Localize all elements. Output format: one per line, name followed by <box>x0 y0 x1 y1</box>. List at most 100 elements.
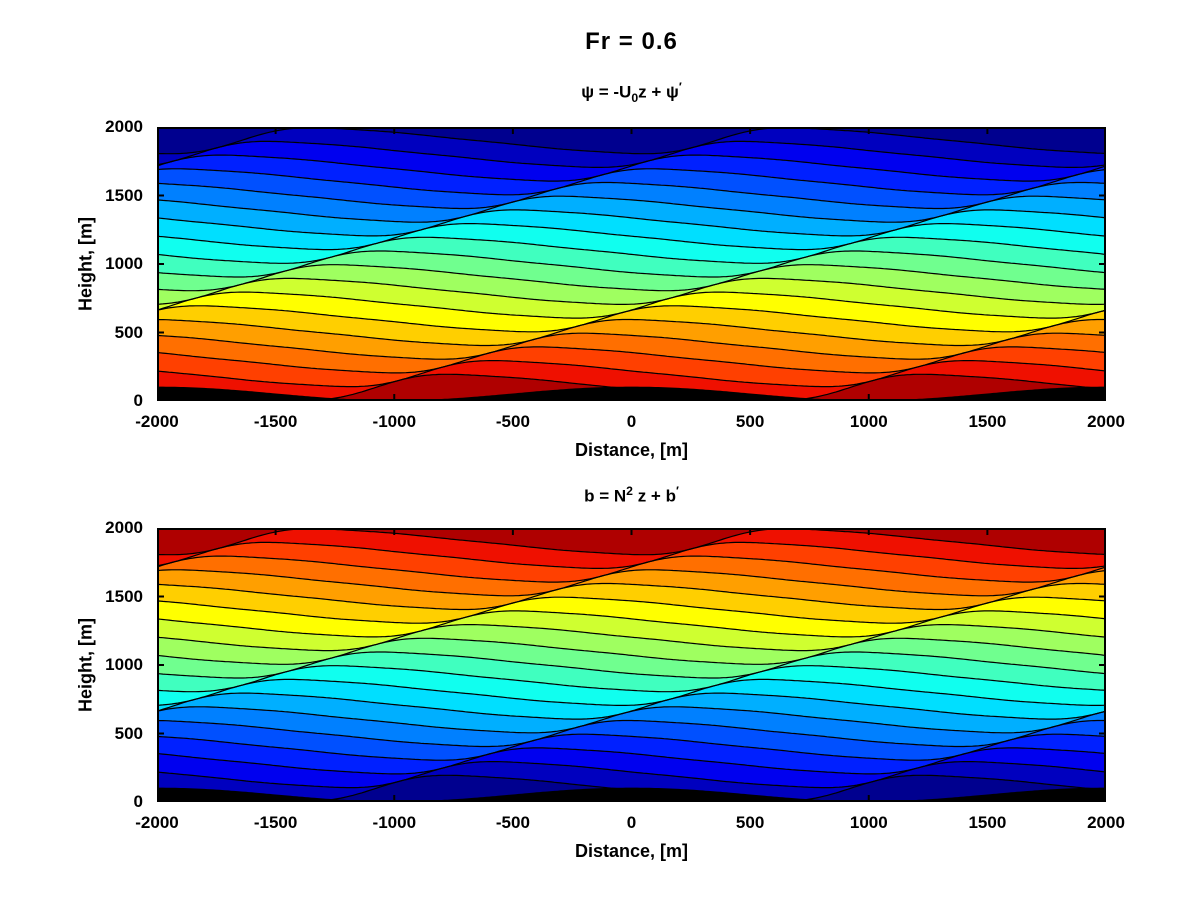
contour-band <box>157 346 1106 387</box>
contour-line <box>157 665 1106 693</box>
contour-line <box>157 332 1106 360</box>
x-tick-label: -2000 <box>135 813 179 832</box>
psi-title-mid: z + ψ <box>638 82 679 102</box>
contour-line <box>157 305 1106 333</box>
contour-line <box>157 318 1106 347</box>
contour-line <box>157 181 1106 210</box>
x-tick-label: 2000 <box>1087 412 1125 431</box>
contour-band <box>157 638 1106 678</box>
contour-line <box>157 747 1106 775</box>
contour-band <box>157 292 1106 332</box>
x-tick-label: 1000 <box>849 813 888 832</box>
contour-line <box>157 154 1106 182</box>
contour-band <box>157 720 1106 761</box>
contour-band <box>157 528 1106 555</box>
contour-line <box>157 651 1106 679</box>
b-title-prime: ′ <box>675 484 679 498</box>
x-tick-label: 1500 <box>968 813 1007 832</box>
contour-band <box>157 597 1106 637</box>
contour-band <box>157 305 1106 346</box>
y-tick-label: 500 <box>114 723 143 743</box>
x-tick-label: 1500 <box>968 412 1007 431</box>
psi-contour-plot <box>157 127 1106 401</box>
contour-band <box>157 693 1106 733</box>
contour-line <box>157 637 1106 665</box>
contour-band <box>157 569 1106 610</box>
y-tick-label: 0 <box>133 792 143 811</box>
axes-border <box>157 127 1106 401</box>
x-tick-label: 0 <box>626 412 637 431</box>
y-tick-label: 500 <box>114 322 143 342</box>
x-tick-label: 500 <box>735 412 765 431</box>
x-tick-label: -1000 <box>372 412 417 431</box>
contour-band <box>157 333 1106 373</box>
x-tick-label: 0 <box>626 813 637 832</box>
contour-band <box>157 319 1106 360</box>
axes-border <box>157 528 1106 802</box>
psi-title-subscript: 0 <box>631 91 639 106</box>
contour-line <box>157 277 1106 305</box>
psi-title-pre: ψ = -U <box>581 82 632 102</box>
figure-title: Fr = 0.6 <box>585 28 678 55</box>
y-tick-label: 1000 <box>105 254 143 273</box>
contour-band <box>157 556 1106 596</box>
contour-band <box>157 583 1106 624</box>
y-tick-label: 2000 <box>105 117 143 136</box>
contour-line <box>157 168 1106 196</box>
b-contour-plot <box>157 528 1106 802</box>
contour-band <box>157 665 1106 706</box>
contour-band <box>157 196 1106 236</box>
x-tick-label: -1500 <box>253 412 298 431</box>
contour-line <box>157 582 1106 611</box>
contour-band <box>157 127 1106 154</box>
psi-x-axis-label: Distance, [m] <box>574 440 689 460</box>
y-tick-label: 1000 <box>105 655 143 674</box>
x-tick-label: -1500 <box>253 813 298 832</box>
contour-band <box>157 528 1106 569</box>
contour-band <box>157 747 1106 788</box>
y-axis-tick-labels: 0 500 1000 1500 2000 0 500 1000 1500 2000 <box>53 0 147 901</box>
x-tick-label: -2000 <box>135 412 179 431</box>
contour-band <box>157 264 1106 305</box>
b-plot-title: b = N2 z + b′ <box>157 484 1106 507</box>
contour-band <box>157 679 1106 720</box>
contour-band <box>157 237 1106 277</box>
b-title-superscript: 2 <box>626 484 633 498</box>
contour-line <box>157 360 1106 388</box>
contour-line <box>157 223 1106 251</box>
contour-band <box>157 706 1106 747</box>
psi-x-axis-ticks: -2000 -1500 -1000 -500 0 500 1000 1500 2000 <box>135 412 1125 432</box>
b-x-axis-label: Distance, [m] <box>574 841 689 861</box>
contour-band <box>157 209 1106 250</box>
contour-band <box>157 278 1106 319</box>
contour-line <box>157 555 1106 583</box>
psi-title-prime: ′ <box>678 80 682 94</box>
contour-band <box>157 542 1106 583</box>
contour-line <box>157 733 1106 761</box>
contour-line <box>157 624 1106 652</box>
b-title-pre: b = N <box>584 486 627 506</box>
y-tick-label: 2000 <box>105 518 143 537</box>
contour-band <box>157 761 1106 802</box>
terrain-surface <box>157 787 1106 802</box>
contour-band <box>157 624 1106 665</box>
x-tick-label: 2000 <box>1087 813 1125 832</box>
y-tick-label: 0 <box>133 391 143 410</box>
contour-line <box>157 346 1106 374</box>
contour-band <box>157 610 1106 651</box>
x-tick-label: -1000 <box>372 813 417 832</box>
y-tick-label: 1500 <box>105 185 143 205</box>
contour-band <box>157 223 1106 264</box>
contour-line <box>157 209 1106 237</box>
b-title-mid: z + b <box>632 486 676 506</box>
contour-line <box>157 541 1106 569</box>
contour-band <box>157 360 1106 401</box>
contour-line <box>157 236 1106 264</box>
contour-band <box>157 182 1106 223</box>
psi-plot-title: ψ = -U0z + ψ′ <box>157 80 1106 105</box>
x-tick-label: 1000 <box>849 412 888 431</box>
contour-line <box>157 678 1106 706</box>
contour-band <box>157 127 1106 168</box>
contour-line <box>157 264 1106 292</box>
